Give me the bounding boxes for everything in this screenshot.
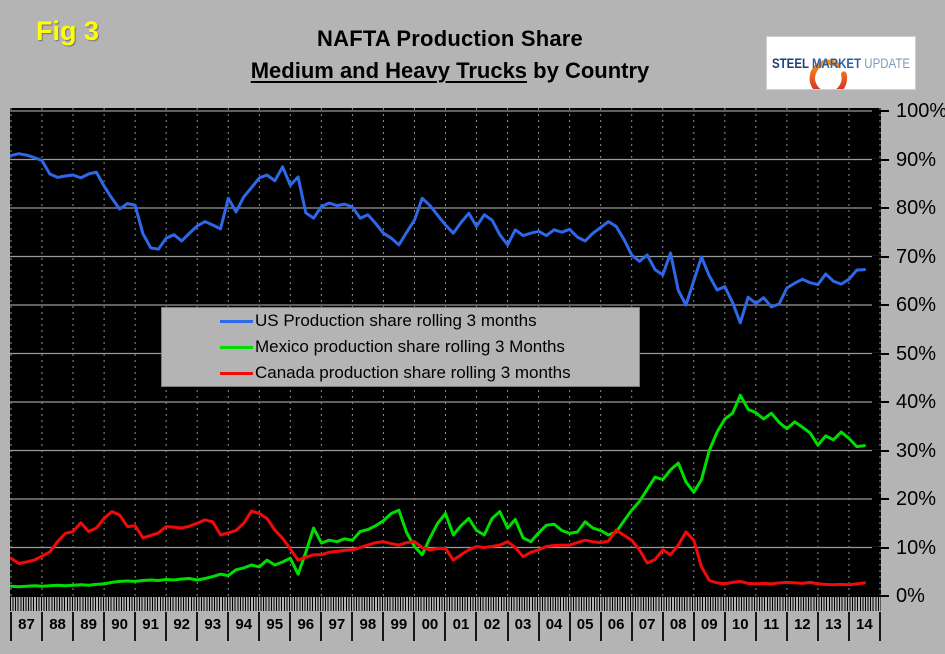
- legend-item-2: Canada production share rolling 3 months: [220, 361, 639, 385]
- crescent-icon: [809, 59, 848, 97]
- y-tickmark-20%: [872, 498, 889, 500]
- legend-label-0: US Production share rolling 3 months: [255, 311, 537, 330]
- x-tick-90: 90: [103, 612, 134, 641]
- y-tickmark-60%: [872, 304, 889, 306]
- x-tick-07: 07: [630, 612, 662, 641]
- logo-text: STEEL MARKET UPDATE: [772, 55, 910, 71]
- x-tick-87: 87: [10, 612, 41, 641]
- legend-label-1: Mexico production share rolling 3 Months: [255, 337, 565, 356]
- x-tick-09: 09: [692, 612, 724, 641]
- y-tick-90%: 90%: [896, 148, 937, 171]
- y-tick-10%: 10%: [896, 536, 937, 559]
- y-tickmark-70%: [872, 255, 889, 258]
- logo-canvas: STEEL MARKET UPDATE: [772, 55, 910, 97]
- x-tick-08: 08: [661, 612, 693, 641]
- x-tick-89: 89: [72, 612, 103, 641]
- x-axis-minor-ticks: [10, 597, 881, 611]
- y-tickmark-40%: [872, 401, 889, 403]
- y-tick-50%: 50%: [896, 342, 937, 365]
- x-tick-97: 97: [320, 612, 351, 641]
- series-line-0: [10, 152, 866, 325]
- y-tick-0%: 0%: [896, 585, 925, 607]
- x-tick-11: 11: [754, 612, 786, 641]
- x-axis: 87 88 89 90 91 92 93 94 95 96 97 98 99 00 01 02 03 04 05 06…: [10, 612, 881, 641]
- logo-steel-market-update: STEEL MARKET UPDATE: [766, 36, 916, 97]
- legend-swatch-2: [220, 371, 253, 375]
- legend-item-0: US Production share rolling 3 months: [220, 309, 639, 333]
- x-tick-95: 95: [258, 612, 289, 641]
- legend-swatch-1: [220, 345, 253, 349]
- chart-title-underlined: Medium and Heavy Trucks: [250, 58, 528, 83]
- x-tick-01: 01: [444, 612, 475, 641]
- y-tick-70%: 70%: [896, 245, 937, 268]
- x-tick-94: 94: [227, 612, 258, 641]
- y-tickmark-80%: [872, 207, 889, 209]
- chart-title-line2: Medium and Heavy Trucks by Country: [120, 58, 780, 84]
- series-line-2: [10, 509, 866, 587]
- chart-legend: US Production share rolling 3 months Mexi…: [161, 307, 640, 387]
- chart-title-rest: by Country: [527, 58, 650, 83]
- x-tick-92: 92: [165, 612, 196, 641]
- x-tick-04: 04: [537, 612, 569, 641]
- x-tick-06: 06: [599, 612, 631, 641]
- x-tick-00: 00: [413, 612, 444, 641]
- x-tick-98: 98: [351, 612, 382, 641]
- y-tickmark-90%: [872, 158, 889, 161]
- y-tickmark-50%: [872, 352, 889, 355]
- x-tick-93: 93: [196, 612, 227, 641]
- y-tick-80%: 80%: [896, 197, 937, 219]
- x-tick-91: 91: [134, 612, 165, 641]
- y-tick-30%: 30%: [896, 439, 937, 462]
- x-tick-05: 05: [568, 612, 600, 641]
- y-tickmark-100%: [872, 110, 889, 112]
- y-axis: 100% 90% 80% 70% 60% 50% 40% 30% 20% 10% 0%: [872, 100, 945, 607]
- series-line-1: [10, 393, 866, 589]
- x-tick-13: 13: [816, 612, 848, 641]
- y-tick-20%: 20%: [896, 488, 937, 510]
- chart-canvas: [10, 108, 881, 597]
- figure-label: Fig 3: [36, 16, 100, 46]
- chart-title-line1: NAFTA Production Share: [317, 26, 583, 51]
- y-tick-100%: 100%: [896, 100, 945, 122]
- x-tick-12: 12: [785, 612, 817, 641]
- legend-label-2: Canada production share rolling 3 months: [255, 363, 571, 382]
- y-tick-60%: 60%: [896, 294, 937, 316]
- chart-title: NAFTA Production Share Medium and Heavy …: [120, 26, 780, 84]
- x-tick-99: 99: [382, 612, 413, 641]
- x-tick-14: 14: [847, 612, 881, 641]
- x-tick-03: 03: [506, 612, 538, 641]
- y-tick-40%: 40%: [896, 391, 937, 413]
- y-tickmark-30%: [872, 449, 889, 452]
- x-tick-10: 10: [723, 612, 755, 641]
- x-tick-96: 96: [289, 612, 320, 641]
- x-tick-02: 02: [475, 612, 506, 641]
- legend-item-1: Mexico production share rolling 3 Months: [220, 335, 639, 359]
- y-tickmark-10%: [872, 546, 889, 549]
- legend-swatch-0: [220, 319, 253, 323]
- y-tickmark-0%: [872, 595, 889, 597]
- chart-plot-area: US Production share rolling 3 months Mexi…: [10, 108, 881, 597]
- x-tick-88: 88: [41, 612, 72, 641]
